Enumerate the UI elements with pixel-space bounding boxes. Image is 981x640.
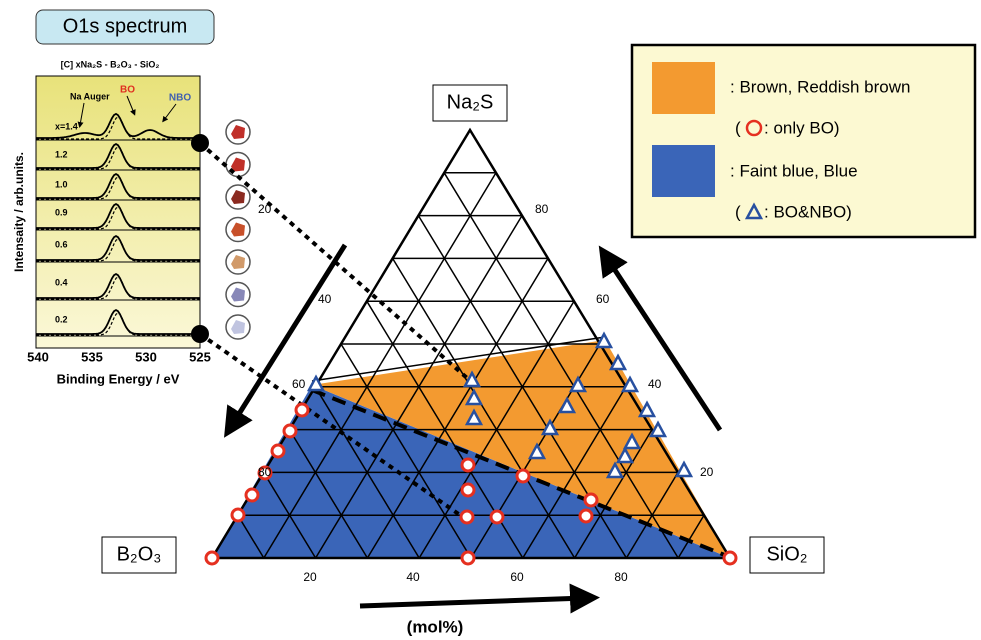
bo-nbo-point	[597, 334, 611, 347]
vertex-label: Na₂S	[447, 91, 494, 113]
tick: 40	[318, 292, 332, 306]
tick: 60	[510, 570, 524, 584]
tick: 80	[614, 570, 628, 584]
bo-point	[284, 425, 296, 437]
row-label: 0.4	[55, 277, 68, 287]
legend-paren: (	[735, 202, 741, 221]
legend-note: : BO&NBO)	[764, 202, 852, 221]
legend-paren: (	[735, 118, 741, 137]
bo-point	[462, 552, 474, 564]
y-label: Intensaity / arb.units.	[12, 152, 26, 272]
annotation: BO	[120, 85, 135, 96]
bo-point	[724, 552, 736, 564]
bo-point	[585, 494, 597, 506]
tick: 60	[596, 292, 610, 306]
bo-point	[462, 484, 474, 496]
tick: 80	[258, 465, 272, 479]
tick: 40	[648, 377, 662, 391]
x-label: Binding Energy / eV	[57, 371, 180, 386]
bo-point	[462, 459, 474, 471]
x-tick: 530	[135, 349, 157, 364]
annotation: Na Auger	[70, 91, 110, 101]
inset-title: O1s spectrum	[63, 15, 187, 37]
row-label: 1.2	[55, 149, 68, 159]
bo-point	[491, 511, 503, 523]
unit: (mol%)	[407, 617, 464, 636]
row-label: 0.2	[55, 314, 68, 324]
row-label: 1.0	[55, 179, 68, 189]
row-label: 0.6	[55, 239, 68, 249]
x-tick: 525	[189, 349, 211, 364]
legend-label: : Brown, Reddish brown	[730, 77, 910, 96]
bo-point	[246, 489, 258, 501]
bo-point	[272, 445, 284, 457]
bo-point	[517, 470, 529, 482]
legend-note: : only BO)	[764, 118, 840, 137]
row-label: x=1.4	[55, 121, 78, 131]
tick: 20	[258, 202, 272, 216]
legend-swatch	[652, 62, 715, 114]
bo-point	[296, 404, 308, 416]
tick: 20	[700, 465, 714, 479]
x-tick: 540	[27, 349, 49, 364]
figure: O1s spectrum [C] xNa₂S - B₂O₃ - SiO₂ x=1…	[0, 0, 981, 640]
annotation: NBO	[169, 93, 191, 104]
bo-point	[580, 510, 592, 522]
formula: [C] xNa₂S - B₂O₃ - SiO₂	[61, 59, 160, 69]
bo-point	[232, 509, 244, 521]
tick: 40	[406, 570, 420, 584]
bo-point	[206, 552, 218, 564]
arrow	[360, 598, 585, 606]
bo-nbo-point	[677, 463, 691, 476]
vertex-label: B₂O₃	[117, 543, 162, 565]
samples	[226, 120, 250, 339]
tick: 80	[535, 202, 549, 216]
tick: 20	[303, 570, 317, 584]
vertex-label: SiO₂	[766, 543, 807, 565]
legend-swatch	[652, 145, 715, 197]
x-tick: 535	[81, 349, 103, 364]
row-label: 0.9	[55, 207, 68, 217]
bo-point	[461, 511, 473, 523]
legend-label: : Faint blue, Blue	[730, 161, 858, 180]
tick: 60	[292, 377, 306, 391]
